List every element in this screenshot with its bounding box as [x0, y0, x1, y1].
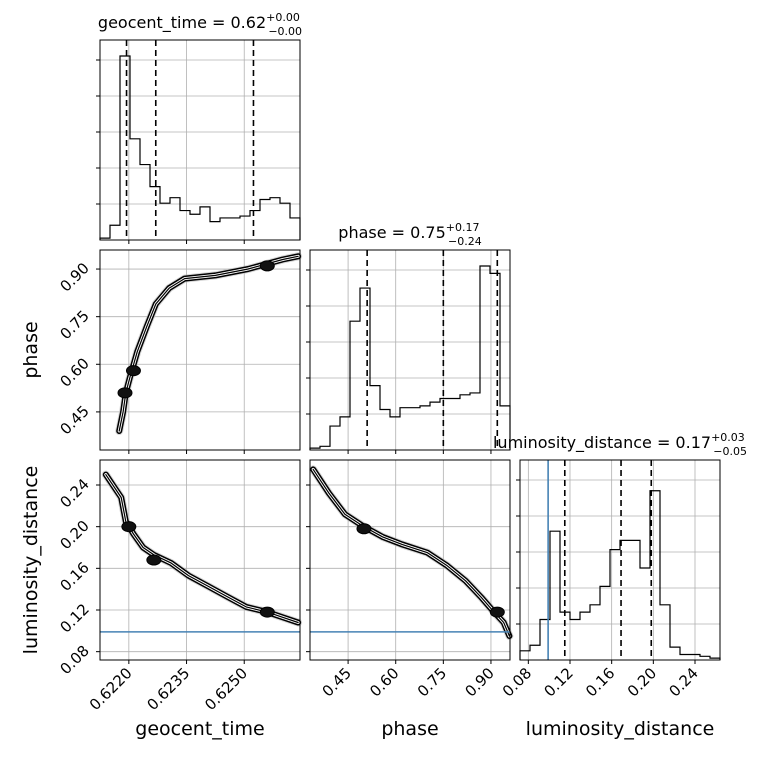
panel-title: phase = 0.75+0.17 −0.24 — [338, 221, 481, 248]
contour-core — [121, 521, 137, 533]
title-sup: +0.17 — [446, 221, 480, 234]
panel-luminosity_distance-phase: 0.45 0.60 0.75 0.90 — [306, 459, 514, 700]
panel-frame — [519, 459, 721, 661]
panel-phase-phase: phase = 0.75+0.17 −0.24 — [306, 221, 511, 454]
x-tick-label: 0.45 — [319, 664, 355, 700]
title-sup: +0.03 — [711, 431, 745, 444]
contour-inner — [312, 468, 510, 637]
y-axis-label-phase: phase — [20, 321, 42, 378]
contour-gap — [117, 254, 300, 433]
density-shade — [309, 465, 514, 640]
contour-outer — [116, 253, 302, 434]
y-tick-label: 0.90 — [56, 259, 92, 295]
contour-core — [489, 606, 505, 618]
panel-frame — [309, 459, 511, 661]
contour-core — [259, 260, 275, 272]
title-main: phase = 0.75 — [338, 223, 445, 242]
contour-inner — [118, 255, 299, 432]
title-sub: −0.05 — [713, 445, 747, 458]
contour-inner — [105, 474, 299, 624]
x-tick-label: 0.75 — [414, 664, 450, 700]
x-axis-label-luminosity_distance: luminosity_distance — [526, 718, 715, 740]
title-main: luminosity_distance = 0.17 — [493, 433, 711, 453]
density-shade — [101, 470, 303, 627]
y-tick-label: 0.16 — [56, 558, 92, 594]
x-tick-label: 0.24 — [665, 664, 701, 700]
contour-gap — [311, 467, 511, 638]
panel-luminosity_distance-luminosity_distance: luminosity_distance = 0.17+0.03 −0.05 0.08… — [493, 431, 747, 700]
contour-gap — [104, 473, 300, 624]
contour-core — [125, 365, 141, 377]
histogram-luminosity_distance — [519, 490, 721, 660]
x-axis-label-geocent_time: geocent_time — [135, 718, 264, 740]
x-tick-label: 0.6250 — [201, 664, 251, 714]
y-tick-label: 0.08 — [56, 642, 92, 678]
contour-core — [259, 606, 275, 618]
contour-outer — [102, 471, 302, 626]
histogram-phase — [309, 265, 511, 450]
contour-core — [146, 554, 162, 566]
contour-outer — [310, 466, 513, 639]
panel-title: geocent_time = 0.62+0.00 −0.00 — [98, 11, 302, 38]
panel-phase-geocent_time: 0.45 0.60 0.75 0.90 — [56, 249, 303, 454]
y-tick-label: 0.20 — [56, 517, 92, 553]
y-tick-label: 0.24 — [56, 475, 92, 511]
panel-frame — [99, 459, 301, 661]
panel-frame — [99, 39, 301, 241]
x-tick-label: 0.6235 — [144, 664, 194, 714]
panel-title: luminosity_distance = 0.17+0.03 −0.05 — [493, 431, 747, 458]
x-tick-label: 0.60 — [366, 664, 402, 700]
x-tick-label: 0.08 — [499, 664, 535, 700]
contour-core — [117, 387, 133, 399]
panel-frame — [309, 249, 511, 451]
x-tick-label: 0.20 — [624, 664, 660, 700]
x-axis-label-phase: phase — [381, 718, 438, 740]
y-tick-label: 0.12 — [56, 600, 92, 636]
x-tick-label: 0.12 — [540, 664, 576, 700]
title-sub: −0.24 — [448, 235, 482, 248]
x-tick-label: 0.90 — [461, 664, 497, 700]
y-tick-label: 0.45 — [56, 402, 92, 438]
y-tick-label: 0.60 — [56, 354, 92, 390]
contour-core — [356, 523, 372, 535]
panel-geocent_time-geocent_time: geocent_time = 0.62+0.00 −0.00 — [96, 11, 302, 244]
x-tick-label: 0.6220 — [86, 664, 136, 714]
title-main: geocent_time = 0.62 — [98, 13, 266, 33]
panel-luminosity_distance-geocent_time: 0.08 0.12 0.16 0.20 0.24 0.6220 0.6235 0.6250 — [56, 459, 303, 714]
panel-frame — [99, 249, 301, 451]
x-tick-label: 0.16 — [582, 664, 618, 700]
density-shade — [115, 252, 303, 435]
title-sup: +0.00 — [266, 11, 300, 24]
title-sub: −0.00 — [268, 25, 302, 38]
histogram-geocent_time — [99, 55, 301, 240]
y-axis-label-luminosity_distance: luminosity_distance — [20, 466, 42, 655]
y-tick-label: 0.75 — [56, 307, 92, 343]
